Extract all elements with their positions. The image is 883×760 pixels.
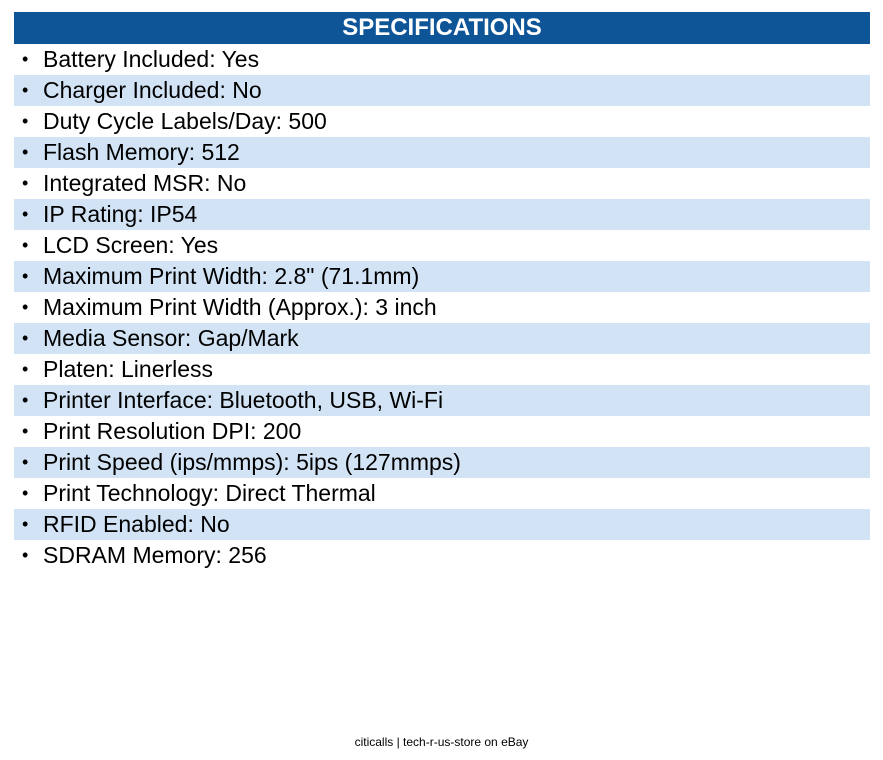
- spec-item-print-resolution: • Print Resolution DPI: 200: [14, 416, 870, 447]
- bullet-icon: •: [22, 483, 29, 503]
- spec-text: Integrated MSR: No: [43, 170, 247, 196]
- bullet-icon: •: [22, 297, 29, 317]
- spec-text: Media Sensor: Gap/Mark: [43, 325, 299, 351]
- bullet-icon: •: [22, 328, 29, 348]
- bullet-icon: •: [22, 142, 29, 162]
- bullet-icon: •: [22, 452, 29, 472]
- spec-item-rfid-enabled: • RFID Enabled: No: [14, 509, 870, 540]
- spec-text: LCD Screen: Yes: [43, 232, 219, 258]
- spec-text: SDRAM Memory: 256: [43, 542, 267, 568]
- bullet-icon: •: [22, 204, 29, 224]
- spec-text: Flash Memory: 512: [43, 139, 240, 165]
- spec-item-max-print-width-approx: • Maximum Print Width (Approx.): 3 inch: [14, 292, 870, 323]
- spec-text: Maximum Print Width (Approx.): 3 inch: [43, 294, 437, 320]
- spec-text: IP Rating: IP54: [43, 201, 198, 227]
- bullet-icon: •: [22, 49, 29, 69]
- spec-text: Print Speed (ips/mmps): 5ips (127mmps): [43, 449, 461, 475]
- spec-item-print-technology: • Print Technology: Direct Thermal: [14, 478, 870, 509]
- specifications-header: SPECIFICATIONS: [14, 12, 870, 44]
- spec-item-media-sensor: • Media Sensor: Gap/Mark: [14, 323, 870, 354]
- spec-item-sdram-memory: • SDRAM Memory: 256: [14, 540, 870, 571]
- spec-text: Battery Included: Yes: [43, 46, 260, 72]
- spec-text: Charger Included: No: [43, 77, 262, 103]
- spec-item-lcd-screen: • LCD Screen: Yes: [14, 230, 870, 261]
- bullet-icon: •: [22, 173, 29, 193]
- spec-item-flash-memory: • Flash Memory: 512: [14, 137, 870, 168]
- spec-item-battery-included: • Battery Included: Yes: [14, 44, 870, 75]
- spec-item-integrated-msr: • Integrated MSR: No: [14, 168, 870, 199]
- bullet-icon: •: [22, 111, 29, 131]
- specifications-list: • Battery Included: Yes • Charger Included…: [14, 44, 870, 571]
- bullet-icon: •: [22, 514, 29, 534]
- spec-item-platen: • Platen: Linerless: [14, 354, 870, 385]
- bullet-icon: •: [22, 421, 29, 441]
- spec-item-duty-cycle: • Duty Cycle Labels/Day: 500: [14, 106, 870, 137]
- spec-text: Platen: Linerless: [43, 356, 214, 382]
- spec-item-ip-rating: • IP Rating: IP54: [14, 199, 870, 230]
- spec-item-print-speed: • Print Speed (ips/mmps): 5ips (127mmps): [14, 447, 870, 478]
- bullet-icon: •: [22, 359, 29, 379]
- footer-credit: citicalls | tech-r-us-store on eBay: [354, 735, 529, 749]
- spec-item-max-print-width: • Maximum Print Width: 2.8" (71.1mm): [14, 261, 870, 292]
- spec-text: Maximum Print Width: 2.8" (71.1mm): [43, 263, 420, 289]
- bullet-icon: •: [22, 235, 29, 255]
- bullet-icon: •: [22, 545, 29, 565]
- bullet-icon: •: [22, 80, 29, 100]
- spec-item-printer-interface: • Printer Interface: Bluetooth, USB, Wi-F…: [14, 385, 870, 416]
- bullet-icon: •: [22, 390, 29, 410]
- spec-text: Print Resolution DPI: 200: [43, 418, 302, 444]
- spec-text: RFID Enabled: No: [43, 511, 230, 537]
- spec-text: Duty Cycle Labels/Day: 500: [43, 108, 327, 134]
- bullet-icon: •: [22, 266, 29, 286]
- spec-item-charger-included: • Charger Included: No: [14, 75, 870, 106]
- spec-text: Print Technology: Direct Thermal: [43, 480, 376, 506]
- spec-text: Printer Interface: Bluetooth, USB, Wi-Fi: [43, 387, 444, 413]
